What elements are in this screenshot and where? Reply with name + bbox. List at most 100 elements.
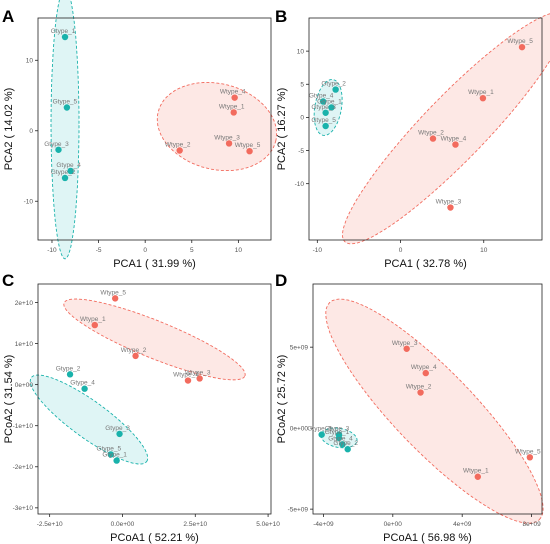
panel-letter: A: [2, 7, 14, 26]
point-label: Wtype_3: [185, 369, 211, 376]
point-label: Gtype_3: [44, 141, 69, 148]
data-point: [91, 321, 98, 329]
y-tick-label: -5e+09: [288, 506, 309, 513]
point-label: Wtype_3: [392, 340, 418, 347]
data-point: [132, 352, 139, 360]
x-tick-label: 4e+09: [453, 521, 472, 528]
point-label: Gtype_1: [102, 452, 127, 459]
point-label: Wtype_1: [463, 468, 489, 475]
data-point: [111, 295, 119, 302]
panel-letter: D: [275, 271, 287, 290]
panel-letter: C: [2, 271, 14, 290]
panel-b: B -10 0 10 10 5 0 -5 -10 PCA1 ( 32.78 %) PCA2 ( 16…: [275, 7, 550, 270]
point-label: Wtype_2: [406, 384, 432, 391]
y-axis-label: PCA2 ( 14.02 %): [3, 88, 15, 171]
data-point: [318, 431, 325, 438]
plot-frame: [308, 17, 543, 241]
point-label: Gtype_4: [70, 380, 95, 387]
point-label: Gtype_3: [311, 104, 336, 111]
y-axis-label: PCA2 ( 16.27 %): [276, 88, 288, 171]
group-2-ellipse: [156, 81, 278, 172]
panel-d: D -4e+09 0e+00 4e+09 8e+09 5e+09 0e+00 -5e+09 PC…: [275, 271, 544, 544]
data-point: [246, 148, 253, 155]
data-point: [61, 174, 69, 182]
group-1-ellipse: [50, 0, 80, 260]
data-point: [116, 430, 123, 438]
point-label: Wtype_5: [235, 142, 261, 149]
group-1-ellipse: [29, 374, 149, 465]
x-tick-label: 0: [399, 247, 403, 254]
point-label: Gtype_5: [53, 99, 78, 106]
y-tick-label: 10: [26, 58, 34, 65]
y-tick-label: -3e+10: [13, 505, 34, 512]
point-label: Gtype_5: [97, 445, 122, 452]
point-label: Gtype_4: [309, 92, 334, 99]
y-tick-label: 0: [300, 115, 304, 122]
x-tick-label: -10: [47, 247, 57, 254]
point-label: Gtype_1: [325, 429, 350, 436]
x-tick-label: -2.5e+10: [37, 521, 63, 528]
x-tick-label: -4e+09: [313, 521, 334, 528]
point-label: Wtype_2: [418, 130, 444, 137]
point-label: Wtype_4: [411, 364, 437, 371]
data-point: [328, 104, 335, 111]
x-tick-label: 5.0e+10: [256, 521, 280, 528]
x-tick-label: 2.5e+10: [183, 521, 207, 528]
x-tick-label: 0.0e+00: [111, 521, 135, 528]
point-label: Gtype_2: [56, 365, 81, 372]
data-point: [196, 375, 203, 382]
x-tick-label: 8e+09: [522, 521, 541, 528]
x-tick-label: 0: [143, 247, 147, 254]
point-label: Wtype_4: [220, 89, 246, 96]
point-label: Wtype_1: [80, 316, 106, 323]
x-tick-label: 5: [190, 247, 194, 254]
data-point: [319, 98, 327, 105]
data-point: [422, 369, 429, 377]
x-tick-label: -10: [313, 247, 323, 254]
y-tick-label: 5: [300, 82, 304, 89]
point-label: Wtype_5: [515, 448, 541, 455]
data-point: [322, 122, 329, 130]
data-point: [66, 371, 74, 378]
point-label: Wtype_3: [436, 199, 462, 206]
x-axis-label: PCoA1 ( 56.98 %): [383, 532, 472, 544]
point-label: Gtype_2: [51, 169, 76, 176]
data-point: [518, 43, 526, 51]
data-point: [447, 204, 454, 211]
x-axis-label: PCoA1 ( 52.21 %): [110, 532, 199, 544]
y-tick-label: -10: [24, 199, 34, 206]
x-axis-label: PCA1 ( 32.78 %): [384, 258, 467, 270]
point-label: Wtype_4: [441, 136, 467, 143]
group-2-ellipse: [325, 298, 544, 524]
point-label: Gtype_4: [56, 162, 81, 169]
point-label: Wtype_5: [507, 38, 533, 45]
group-2-ellipse: [342, 13, 550, 245]
y-tick-label: 2e+10: [15, 300, 34, 307]
point-label: Gtype_4: [328, 435, 353, 442]
point-label: Gtype_5: [311, 117, 336, 124]
x-tick-label: 10: [480, 247, 488, 254]
data-point: [176, 147, 183, 154]
y-tick-label: 0e+00: [290, 425, 309, 432]
data-point: [335, 434, 343, 442]
x-axis-label: PCA1 ( 31.99 %): [113, 258, 196, 270]
point-label: Wtype_1: [468, 89, 494, 96]
y-tick-label: 0: [29, 128, 33, 135]
point-label: Wtype_2: [121, 347, 147, 354]
y-tick-label: -5: [298, 148, 304, 155]
point-label: Wtype_4: [173, 372, 199, 379]
point-label: Gtype_1: [317, 98, 342, 105]
plot-frame: [312, 283, 543, 515]
x-tick-label: 10: [235, 247, 243, 254]
data-point: [479, 94, 487, 102]
y-tick-label: 5e+09: [290, 344, 309, 351]
group-2-ellipse: [63, 298, 246, 381]
y-tick-label: 1e+10: [15, 341, 34, 348]
data-point: [429, 135, 437, 142]
data-point: [417, 389, 424, 396]
data-point: [113, 457, 120, 464]
point-label: Gtype_3: [105, 425, 130, 432]
data-point: [225, 140, 233, 147]
y-tick-label: -2e+10: [13, 464, 34, 471]
